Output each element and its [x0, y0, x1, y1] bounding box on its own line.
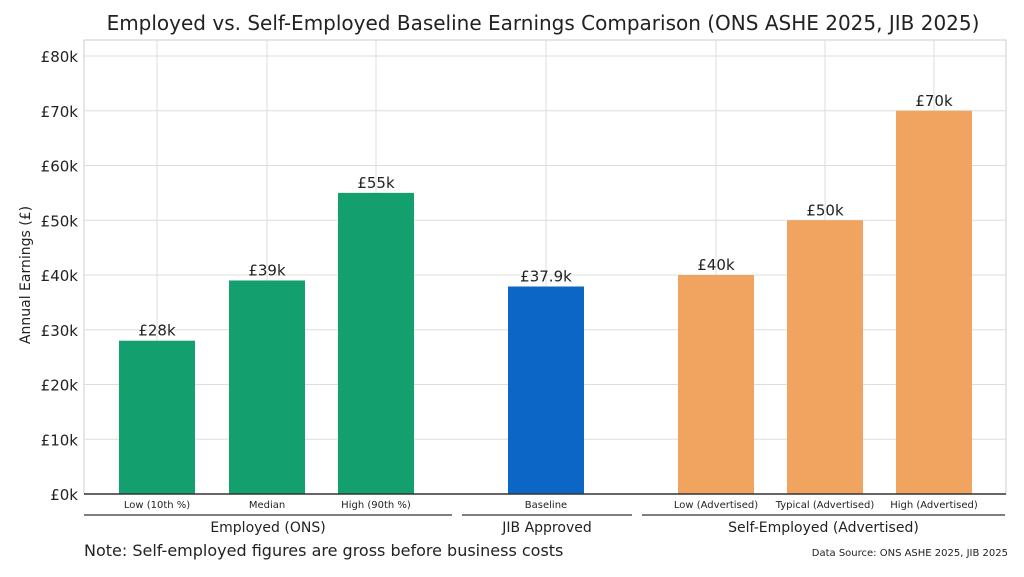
bars: £28k £39k £55k £37.9k £40k £50k £70k [119, 92, 972, 494]
group-labels: Employed (ONS) JIB Approved Self-Employed … [84, 514, 1005, 536]
y-tick-label: £20k [41, 377, 79, 395]
x-tick-label: Typical (Advertised) [775, 500, 875, 511]
bar [896, 110, 972, 494]
y-tick-label: £30k [41, 322, 79, 340]
data-label: £55k [357, 174, 395, 192]
data-source: Data Source: ONS ASHE 2025, JIB 2025 [812, 548, 1008, 559]
x-tick-label: Baseline [525, 500, 567, 511]
y-tick-label: £10k [41, 431, 79, 449]
group-label: JIB Approved [501, 520, 591, 536]
chart-title: Employed vs. Self-Employed Baseline Earn… [107, 11, 980, 35]
data-label: £40k [697, 256, 735, 274]
y-tick-label: £60k [41, 158, 79, 176]
data-label: £70k [915, 92, 953, 110]
x-tick-label: High (90th %) [341, 500, 411, 511]
data-label: £37.9k [520, 267, 572, 285]
group-label: Employed (ONS) [210, 520, 325, 536]
note: Note: Self-employed figures are gross be… [84, 541, 563, 560]
data-label: £50k [806, 201, 844, 219]
y-axis-label: Annual Earnings (£) [18, 206, 34, 344]
x-tick-label: Median [249, 500, 285, 511]
data-label: £39k [248, 261, 286, 279]
bar [229, 280, 305, 494]
bar [508, 286, 584, 494]
y-tick-label: £50k [41, 212, 79, 230]
y-tick-label: £80k [41, 48, 79, 66]
bar [678, 275, 754, 494]
y-axis: £0k £10k £20k £30k £40k £50k £60k £70k £80k [41, 48, 79, 504]
group-label: Self-Employed (Advertised) [728, 520, 919, 536]
x-tick-label: High (Advertised) [890, 500, 978, 511]
y-tick-label: £0k [50, 486, 78, 504]
bar [338, 192, 414, 494]
bar [119, 340, 195, 494]
x-tick-label: Low (10th %) [124, 500, 190, 511]
data-label: £28k [138, 322, 176, 340]
x-tick-label: Low (Advertised) [674, 500, 758, 511]
bar [787, 220, 863, 494]
y-tick-label: £70k [41, 103, 79, 121]
x-axis: Low (10th %) Median High (90th %) Baseline L… [84, 493, 1006, 511]
y-tick-label: £40k [41, 267, 79, 285]
